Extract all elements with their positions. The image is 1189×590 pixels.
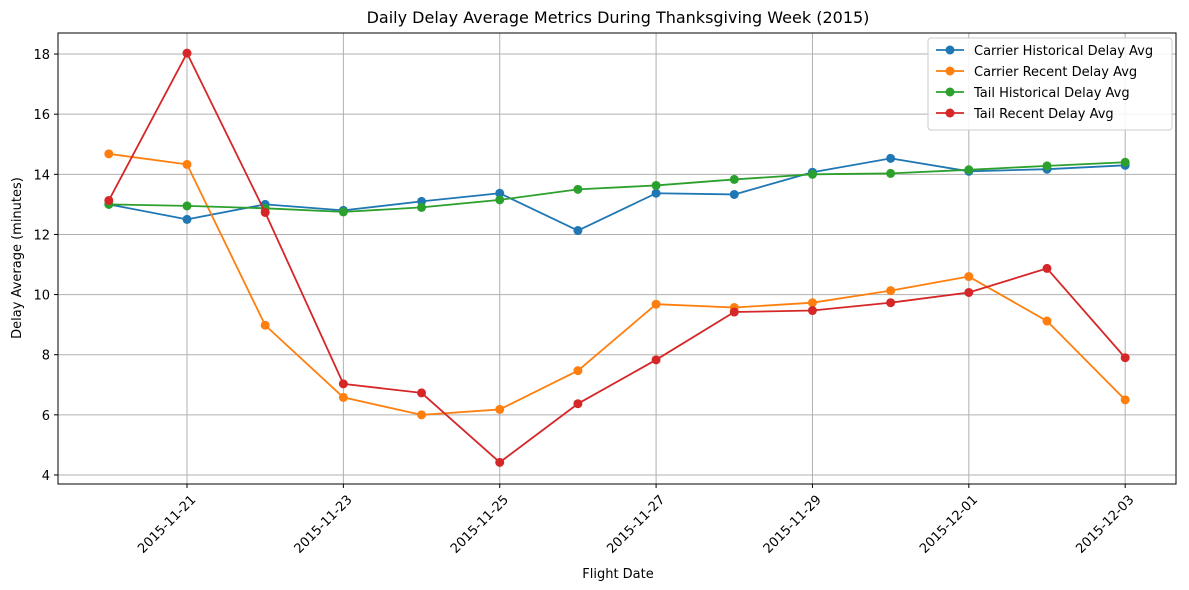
data-point: [807, 169, 817, 179]
data-point: [886, 168, 896, 178]
data-point: [495, 188, 505, 198]
data-point: [417, 388, 427, 398]
data-point: [729, 307, 739, 317]
series-layer: [104, 48, 1130, 467]
series-1: [104, 153, 1130, 236]
legend-label: Tail Recent Delay Avg: [973, 107, 1114, 122]
data-point: [1042, 316, 1052, 326]
data-point: [182, 159, 192, 169]
data-point: [260, 207, 270, 217]
legend-item: Carrier Recent Delay Avg: [936, 65, 1137, 80]
data-point: [886, 298, 896, 308]
y-tick-label: 16: [33, 108, 50, 123]
chart-title: Daily Delay Average Metrics During Thank…: [367, 8, 870, 27]
data-point: [573, 184, 583, 194]
legend-swatch-marker: [945, 108, 955, 118]
legend-swatch-marker: [945, 87, 955, 97]
legend-label: Carrier Historical Delay Avg: [974, 44, 1153, 59]
data-point: [729, 189, 739, 199]
legend-swatch-marker: [945, 66, 955, 76]
plot-frame: [57, 32, 1177, 485]
data-point: [417, 410, 427, 420]
legend-box: [927, 37, 1173, 131]
series-line: [108, 52, 1126, 464]
legend-item: Carrier Historical Delay Avg: [936, 44, 1153, 59]
series-3: [104, 157, 1130, 217]
x-tick-label: 2015-11-27: [604, 493, 668, 557]
x-tick-label: 2015-11-29: [761, 493, 825, 557]
data-point: [964, 165, 974, 175]
legend-item: Tail Historical Delay Avg: [936, 86, 1130, 101]
data-point: [1042, 161, 1052, 171]
data-point: [495, 195, 505, 205]
data-point: [495, 457, 505, 467]
data-point: [338, 207, 348, 217]
data-point: [1042, 263, 1052, 273]
data-point: [104, 195, 114, 205]
x-axis-label: Flight Date: [582, 567, 654, 582]
data-point: [417, 202, 427, 212]
data-point: [1120, 353, 1130, 363]
x-tick-label: 2015-11-23: [292, 493, 356, 557]
legend-item: Tail Recent Delay Avg: [936, 107, 1114, 122]
legend: Carrier Historical Delay Avg Carrier Rece…: [927, 37, 1173, 131]
y-tick-label: 10: [33, 289, 50, 304]
data-point: [338, 392, 348, 402]
data-point: [964, 272, 974, 282]
data-point: [886, 286, 896, 296]
data-point: [260, 320, 270, 330]
data-point: [104, 149, 114, 159]
data-point: [807, 306, 817, 316]
series-line: [108, 157, 1126, 232]
x-tick-label: 2015-11-21: [135, 493, 199, 557]
data-point: [573, 399, 583, 409]
y-axis: 4 6 8 10 12 14 16 18: [33, 48, 58, 484]
y-tick-label: 6: [42, 409, 50, 424]
data-point: [1120, 157, 1130, 167]
data-point: [1120, 395, 1130, 405]
x-tick-label: 2015-12-03: [1073, 493, 1137, 557]
grid: [58, 33, 1176, 484]
data-point: [495, 404, 505, 414]
data-point: [573, 366, 583, 376]
y-tick-label: 4: [42, 469, 50, 484]
data-point: [651, 180, 661, 190]
y-tick-label: 8: [42, 349, 50, 364]
series-line: [108, 152, 1126, 416]
series-line: [108, 161, 1126, 213]
y-tick-label: 12: [33, 228, 50, 243]
y-axis-label: Delay Average (minutes): [10, 177, 25, 339]
data-point: [182, 201, 192, 211]
data-point: [886, 153, 896, 163]
legend-label: Tail Historical Delay Avg: [973, 86, 1130, 101]
y-tick-label: 18: [33, 48, 50, 63]
data-point: [964, 287, 974, 297]
data-point: [807, 298, 817, 308]
legend-swatch-marker: [945, 45, 955, 55]
data-point: [651, 188, 661, 198]
y-tick-label: 14: [33, 168, 50, 183]
data-point: [651, 299, 661, 309]
x-tick-label: 2015-12-01: [917, 493, 981, 557]
series-4: [104, 48, 1130, 467]
x-axis: 2015-11-21 2015-11-23 2015-11-25 2015-11-27…: [135, 484, 1137, 557]
x-tick-label: 2015-11-25: [448, 493, 512, 557]
data-point: [651, 355, 661, 365]
data-point: [573, 226, 583, 236]
data-point: [338, 379, 348, 389]
series-2: [104, 149, 1130, 420]
data-point: [729, 174, 739, 184]
data-point: [182, 48, 192, 58]
data-point: [182, 214, 192, 224]
legend-label: Carrier Recent Delay Avg: [974, 65, 1137, 80]
